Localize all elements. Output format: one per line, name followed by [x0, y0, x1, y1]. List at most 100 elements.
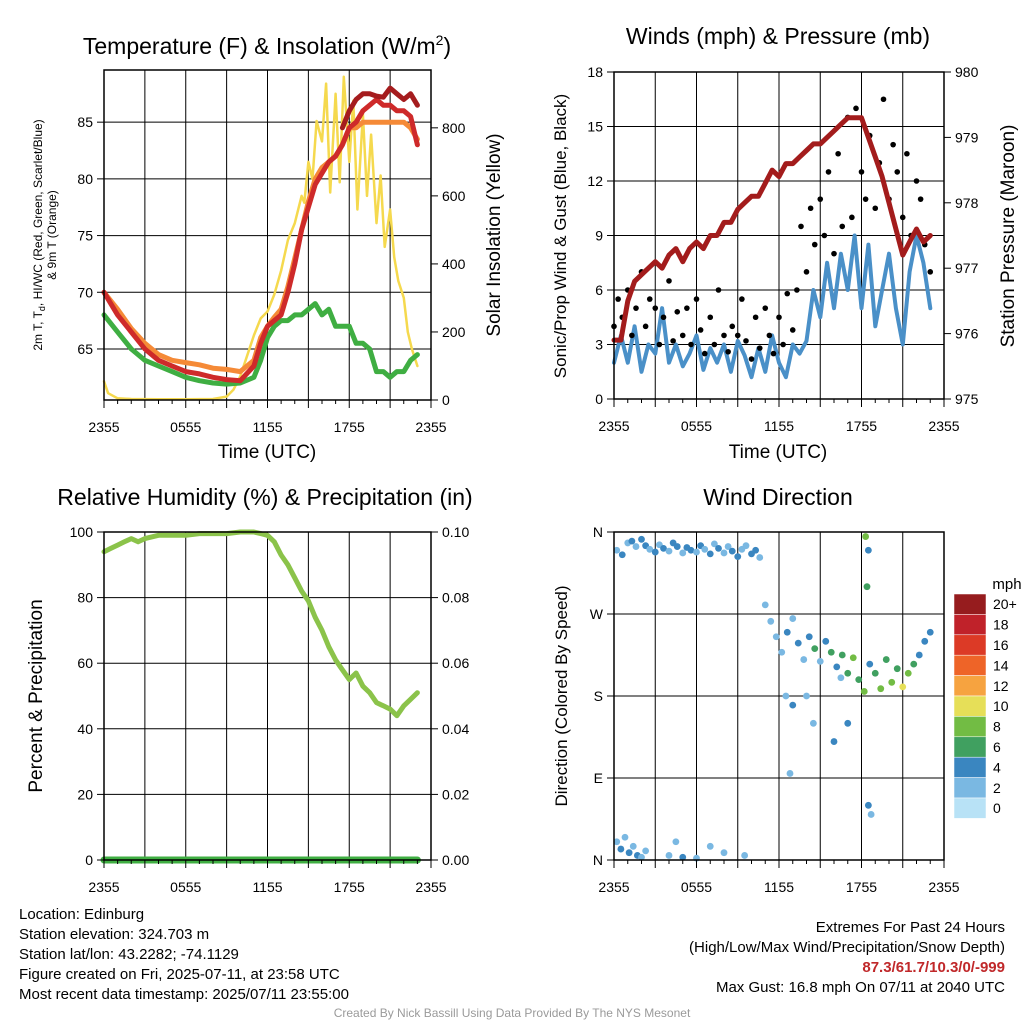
- gust-point: [656, 341, 663, 348]
- y2-tick-label: 800: [442, 120, 466, 136]
- winds-xlabel: Time (UTC): [729, 442, 828, 463]
- direction-point: [617, 845, 625, 853]
- x-tick-label: 0555: [170, 879, 201, 895]
- gust-point: [633, 305, 639, 311]
- temperature-xlabel: Time (UTC): [218, 442, 317, 463]
- series-line-station-pressure: [611, 115, 933, 343]
- direction-point: [673, 543, 681, 550]
- direction-point: [687, 546, 695, 554]
- direction-point: [672, 838, 680, 846]
- x-tick-label: 1155: [252, 879, 282, 895]
- gust-point: [789, 327, 796, 333]
- direction-ticks: 2355 0555 1155 1755 2355 N E S W N: [590, 524, 960, 895]
- gust-point: [835, 150, 841, 157]
- gust-point: [766, 332, 773, 339]
- direction-point: [646, 545, 654, 553]
- direction-point: [794, 639, 802, 647]
- y2-tick-label: 200: [442, 324, 466, 340]
- station-elevation: Station elevation: 324.703 m: [19, 926, 210, 943]
- y-tick-label: 6: [595, 282, 603, 298]
- direction-point: [660, 545, 667, 552]
- y2-tick-label: 0.06: [442, 655, 469, 671]
- direction-point: [665, 547, 673, 555]
- direction-point: [809, 719, 817, 727]
- x-tick-label: 1155: [764, 879, 794, 895]
- direction-point: [706, 842, 714, 850]
- legend-swatch: [953, 634, 987, 656]
- gust-point: [776, 314, 782, 321]
- direction-point: [613, 838, 621, 846]
- direction-point: [893, 665, 901, 673]
- direction-point: [706, 550, 714, 558]
- direction-point: [786, 770, 794, 777]
- gust-point: [880, 96, 887, 103]
- winds-y2label: Station Pressure (Maroon): [998, 125, 1019, 348]
- winds-title: Winds (mph) & Pressure (mb): [626, 23, 930, 49]
- x-tick-label: 2355: [88, 419, 119, 435]
- y2-tick-label: 980: [955, 64, 979, 80]
- gust-point: [629, 332, 635, 339]
- station-info: Location: Edinburg Station elevation: 32…: [19, 905, 349, 1005]
- x-tick-label: 1755: [334, 419, 365, 435]
- gust-point: [743, 338, 749, 344]
- y2-tick-label: 600: [442, 188, 466, 204]
- y2-tick-label: 978: [955, 195, 979, 211]
- direction-point: [844, 719, 852, 727]
- legend-swatch: [953, 797, 987, 819]
- extremes-title: Extremes For Past 24 Hours: [815, 919, 1005, 936]
- direction-point: [625, 849, 633, 857]
- direction-point: [651, 548, 659, 556]
- legend-label: 10: [993, 698, 1009, 714]
- direction-point: [800, 656, 808, 663]
- direction-point: [822, 637, 830, 645]
- figure-created: Figure created on Fri, 2025-07-11, at 23…: [19, 966, 340, 983]
- series-line-hi-wc: [339, 85, 420, 131]
- direction-point: [629, 842, 637, 850]
- max-gust: Max Gust: 16.8 mph On 07/11 at 2040 UTC: [715, 979, 1005, 996]
- legend-swatch: [953, 654, 987, 676]
- gust-point: [904, 150, 910, 157]
- y2-tick-label: 0.08: [442, 590, 469, 606]
- humidity-ticks: 2355 0555 1155 1755 2355 0 20 40 60 80 100 0.00 0.02…: [70, 524, 470, 895]
- direction-point: [921, 637, 929, 645]
- gust-point: [821, 232, 828, 239]
- winds-ylabel: Sonic/Prop Wind & Gust (Blue, Black): [551, 94, 570, 378]
- x-tick-label: 2355: [88, 879, 119, 895]
- direction-title: Wind Direction: [703, 484, 853, 510]
- direction-point: [720, 849, 728, 857]
- gust-point: [862, 196, 869, 202]
- y-tick-label: 0: [85, 852, 93, 868]
- direction-point: [767, 617, 775, 625]
- y-tick-label: 100: [70, 524, 94, 540]
- gust-point: [825, 169, 832, 175]
- gust-point: [670, 338, 676, 344]
- gust-point: [646, 296, 653, 302]
- gust-point: [679, 332, 686, 339]
- x-tick-label: 1155: [252, 419, 282, 435]
- direction-point: [720, 549, 728, 557]
- humidity-ylabel: Percent & Precipitation: [26, 599, 47, 792]
- gust-point: [780, 341, 786, 348]
- gust-point: [894, 169, 901, 175]
- direction-point: [782, 692, 790, 700]
- x-tick-label: 2355: [415, 879, 446, 895]
- legend-label: 20+: [993, 596, 1017, 612]
- recent-timestamp: Most recent data timestamp: 2025/07/11 2…: [19, 986, 349, 1003]
- x-tick-label: 1755: [334, 879, 365, 895]
- direction-point: [693, 548, 700, 556]
- direction-point: [867, 811, 875, 818]
- gust-point: [913, 178, 920, 184]
- y-tick-label: 80: [77, 171, 93, 187]
- direction-point: [613, 546, 621, 554]
- direction-point: [628, 537, 636, 545]
- x-tick-label: 0555: [170, 419, 201, 435]
- legend-swatch: [953, 675, 987, 697]
- y2-tick-label: 0.00: [442, 852, 469, 868]
- direction-point: [778, 648, 786, 656]
- direction-point: [910, 660, 918, 668]
- legend-swatch: [953, 736, 987, 758]
- direction-point: [837, 674, 845, 682]
- gust-point: [770, 350, 777, 357]
- temperature-panel: Temperature (F) & Insolation (W/m2) 2355…: [31, 32, 505, 463]
- legend-swatch: [953, 756, 987, 778]
